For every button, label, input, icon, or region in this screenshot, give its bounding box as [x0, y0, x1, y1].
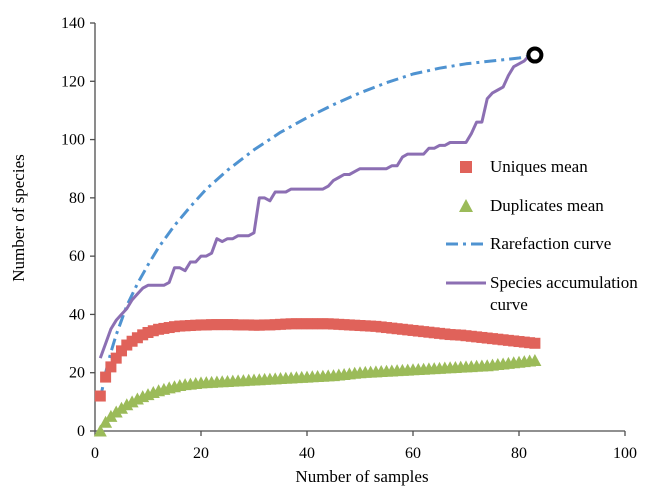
y-tick-label: 0 — [77, 423, 85, 440]
data-point — [110, 352, 122, 364]
legend-item: Duplicates mean — [459, 196, 604, 215]
x-tick-label: 60 — [405, 445, 421, 462]
data-point — [94, 390, 106, 402]
y-axis-ticks: 0 20 40 60 80 100 120 140 — [61, 15, 95, 440]
x-axis-title: Number of samples — [295, 467, 428, 486]
series-line — [98, 53, 535, 359]
y-tick-label: 20 — [69, 365, 85, 382]
series-rarefaction-curve — [98, 53, 536, 400]
plot-area — [93, 46, 544, 437]
x-axis-ticks: 0 20 40 60 80 100 — [91, 431, 637, 462]
data-point — [93, 424, 107, 437]
x-tick-label: 40 — [299, 445, 315, 462]
y-axis-title: Number of species — [9, 154, 28, 281]
data-point — [529, 337, 541, 349]
data-point — [528, 353, 542, 366]
y-tick-label: 80 — [69, 190, 85, 207]
y-tick-label: 60 — [69, 248, 85, 265]
endpoint-marker — [526, 46, 544, 64]
y-tick-label: 140 — [61, 15, 85, 32]
legend-swatch — [459, 199, 473, 212]
x-tick-label: 100 — [613, 445, 637, 462]
y-tick-label: 100 — [61, 132, 85, 149]
endpoint-ring — [526, 46, 544, 64]
x-tick-label: 20 — [193, 445, 209, 462]
legend: Uniques mean Duplicates mean Rarefaction c… — [446, 157, 638, 314]
series-species-accumulation-curve — [98, 53, 535, 359]
series-line — [98, 53, 536, 400]
series-duplicates-mean — [93, 353, 542, 437]
legend-label: Duplicates mean — [490, 196, 604, 215]
data-point — [116, 345, 127, 357]
legend-swatch — [460, 161, 472, 173]
series-uniques-mean — [94, 318, 541, 402]
legend-label: Rarefaction curve — [490, 234, 611, 253]
x-tick-label: 80 — [511, 445, 527, 462]
y-tick-label: 120 — [61, 73, 85, 90]
legend-label: Uniques mean — [490, 157, 588, 176]
y-tick-label: 40 — [69, 306, 85, 323]
data-point — [100, 371, 112, 383]
x-tick-label: 0 — [91, 445, 99, 462]
data-point — [115, 401, 128, 414]
legend-item: Uniques mean — [460, 157, 588, 176]
legend-label: Species accumulation curve — [490, 273, 638, 314]
legend-item: Rarefaction curve — [446, 234, 611, 253]
axes — [94, 23, 625, 432]
data-point — [105, 361, 117, 373]
legend-item: Species accumulation curve — [446, 273, 638, 314]
